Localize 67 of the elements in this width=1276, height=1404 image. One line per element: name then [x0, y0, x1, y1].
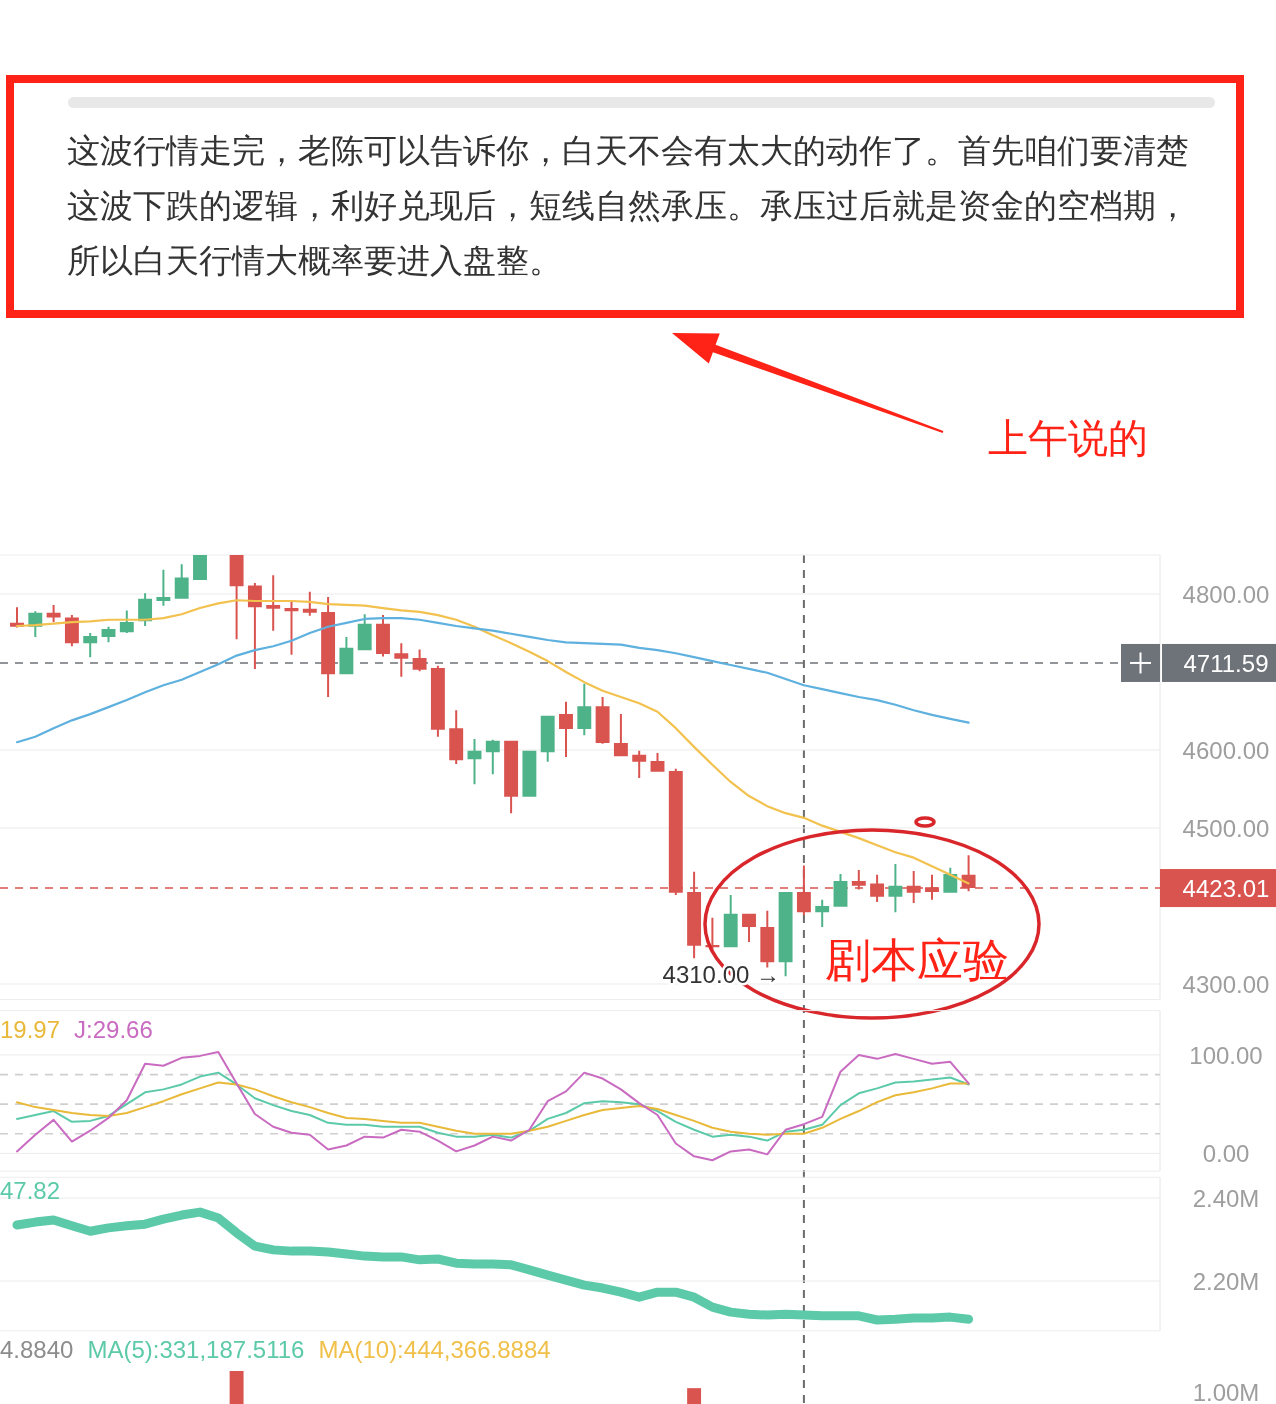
- candlestick: [412, 649, 427, 672]
- candlestick: [504, 740, 519, 814]
- text: 上午说的: [988, 415, 1148, 461]
- candlestick: [339, 636, 354, 675]
- candlestick: [815, 899, 830, 928]
- text: 4.8840: [0, 1335, 74, 1363]
- y-tick-label: 4600.00: [1182, 736, 1270, 764]
- candlestick: [156, 569, 171, 606]
- candlestick: [742, 913, 756, 942]
- candlestick: [632, 750, 647, 779]
- candlestick: [595, 696, 610, 744]
- y-tick-label: 100.00: [1189, 1041, 1263, 1069]
- candlestick: [943, 867, 958, 893]
- candlestick: [613, 714, 628, 757]
- candlestick: [559, 701, 573, 758]
- candlestick: [833, 874, 848, 907]
- y-tick-label: 2.40M: [1192, 1184, 1260, 1212]
- annotation: 剧本应验: [825, 933, 1009, 987]
- candlestick: [247, 583, 262, 669]
- candlestick: [229, 555, 244, 640]
- text: 19.97: [0, 1015, 61, 1043]
- candlestick: [138, 593, 153, 626]
- candlestick: [83, 633, 98, 658]
- y-tick-label: 4500.00: [1182, 814, 1270, 842]
- candlestick: [449, 710, 464, 765]
- series-label: J:29.66: [74, 1015, 153, 1043]
- line-series: [15, 599, 970, 885]
- y-tick-label: 4800.00: [1182, 580, 1270, 608]
- line-series: [16, 1050, 970, 1162]
- candlestick: [376, 615, 390, 657]
- candlestick: [430, 665, 445, 737]
- candlestick: [760, 910, 775, 968]
- candlestick: [723, 895, 738, 948]
- y-tick-label: 2.20M: [1192, 1267, 1260, 1295]
- candlestick: [357, 614, 372, 651]
- candlestick: [302, 591, 317, 616]
- line-series: [16, 1081, 970, 1136]
- candlestick: [46, 604, 61, 623]
- ref-line-label: 4423.01: [1182, 874, 1270, 902]
- candlestick: [64, 615, 79, 647]
- line-series: [15, 617, 970, 744]
- candlestick: [284, 601, 299, 655]
- candlestick: [485, 739, 500, 775]
- candlestick: [266, 575, 281, 631]
- legend-label: MA(5):331,187.5116: [87, 1335, 305, 1363]
- candlestick: [394, 643, 409, 677]
- line-series: [16, 1071, 970, 1142]
- ref-line-label: 4711.59: [1183, 649, 1269, 677]
- text: 这波行情走完，老陈可以告诉你，白天不会有太大的动作了。首先咱们要清楚这波下跌的逻辑，利好兑现后，短线自然承压。承压过后就是资金的空档期，所以白天行情大概率要进入盘整。: [67, 131, 1189, 280]
- candlestick: [522, 750, 537, 797]
- candlestick: [174, 564, 189, 599]
- candlestick: [778, 891, 793, 977]
- y-tick-label: 4300.00: [1182, 970, 1270, 998]
- candlestick: [577, 683, 592, 736]
- candlestick: [119, 610, 134, 633]
- candlestick: [321, 597, 336, 697]
- candlestick: [925, 874, 939, 900]
- candlestick: [888, 863, 903, 913]
- text: 1.00M: [1192, 1379, 1260, 1404]
- y-tick-label: 0.00: [1202, 1139, 1250, 1167]
- legend-label: MA(10):444,366.8884: [318, 1335, 551, 1363]
- series-label: 47.82: [0, 1176, 61, 1204]
- candlestick: [467, 739, 482, 785]
- candlestick: [540, 715, 555, 762]
- candlestick: [193, 555, 207, 580]
- candlestick: [101, 626, 116, 643]
- candlestick: [650, 753, 665, 772]
